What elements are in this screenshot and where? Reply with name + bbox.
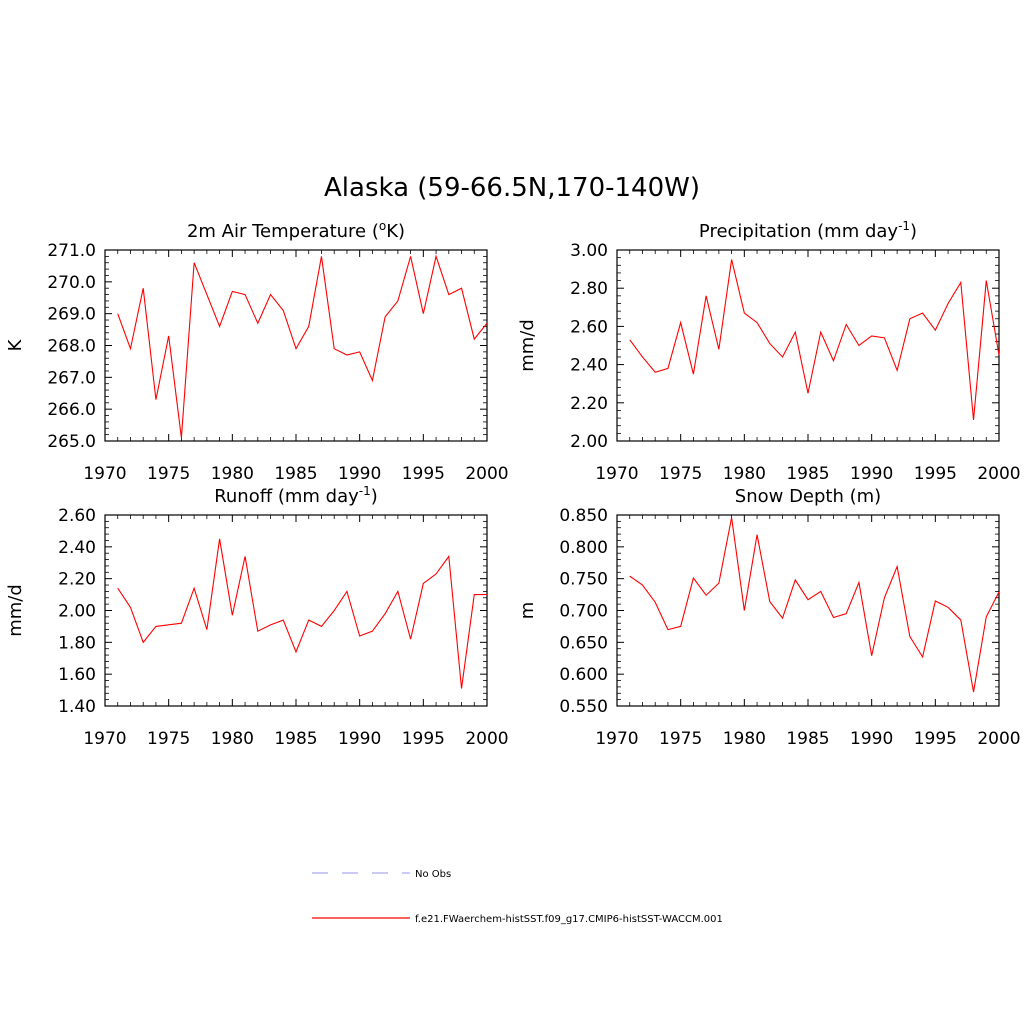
x-tick-label: 1975: [147, 729, 190, 749]
y-tick-label: 265.0: [47, 432, 96, 452]
chart-panel-3: Runoff (mm day-1) mm/d 1.40 1.60 1.80 2.00 2.2…: [5, 484, 509, 749]
x-tick-label: 1980: [211, 464, 254, 484]
x-tick-label: 1990: [338, 464, 381, 484]
x-tick-label: 1990: [338, 729, 381, 749]
y-tick-label: 2.80: [570, 279, 608, 299]
y-tick-label: 0.550: [559, 697, 608, 717]
x-tick-label: 1995: [914, 464, 957, 484]
y-tick-label: 269.0: [47, 305, 96, 325]
x-tick-label: 1980: [211, 729, 254, 749]
x-tick-label: 1995: [402, 464, 445, 484]
series-line-1: [629, 259, 1000, 421]
x-tick-label: 1990: [850, 464, 893, 484]
x-tick-label: 1985: [786, 464, 829, 484]
y-axis-label: mm/d: [517, 319, 538, 372]
x-tick-label: 1985: [274, 729, 317, 749]
x-tick-label: 2000: [465, 729, 508, 749]
y-tick-label: 2.00: [58, 602, 96, 622]
series-line-1: [629, 517, 1000, 693]
y-tick-label: 0.850: [559, 506, 608, 526]
panel-title: Snow Depth (m): [735, 486, 881, 507]
panel-title: Precipitation (mm day-1): [699, 219, 917, 242]
y-tick-label: 2.60: [58, 506, 96, 526]
x-tick-label: 2000: [977, 464, 1020, 484]
y-tick-label: 270.0: [47, 273, 96, 293]
y-tick-label: 266.0: [47, 400, 96, 420]
plot-frame: [104, 514, 488, 707]
y-tick-label: 0.750: [559, 570, 608, 590]
y-tick-label: 267.0: [47, 368, 96, 388]
y-tick-label: 2.40: [58, 538, 96, 558]
x-tick-label: 1980: [723, 729, 766, 749]
plot-frame: [104, 249, 488, 442]
y-tick-label: 0.600: [559, 665, 608, 685]
y-axis-label: m: [517, 602, 538, 620]
x-tick-label: 1970: [83, 729, 126, 749]
y-axis-label: mm/d: [5, 584, 26, 637]
x-tick-label: 1995: [402, 729, 445, 749]
y-tick-label: 0.650: [559, 633, 608, 653]
x-tick-label: 1975: [659, 464, 702, 484]
x-tick-label: 1975: [147, 464, 190, 484]
y-tick-label: 0.700: [559, 602, 608, 622]
chart-panel-4: Snow Depth (m) m 0.550 0.600 0.650 0.700 0.750…: [517, 486, 1021, 749]
y-tick-label: 268.0: [47, 337, 96, 357]
x-tick-label: 1970: [83, 464, 126, 484]
x-tick-label: 1985: [274, 464, 317, 484]
x-tick-label: 2000: [977, 729, 1020, 749]
plot-frame: [616, 514, 1000, 707]
y-tick-label: 2.60: [570, 317, 608, 337]
legend-label-2: f.e21.FWaerchem-histSST.f09_g17.CMIP6-hi…: [415, 914, 723, 925]
chart-panel-2: Precipitation (mm day-1) mm/d 2.00 2.20 2.40…: [517, 219, 1021, 484]
y-tick-label: 1.80: [58, 633, 96, 653]
panel-title: 2m Air Temperature (oK): [187, 219, 405, 242]
panel-title: Runoff (mm day-1): [214, 484, 378, 507]
x-tick-label: 1980: [723, 464, 766, 484]
x-tick-label: 2000: [465, 464, 508, 484]
x-tick-label: 1975: [659, 729, 702, 749]
legend: No Obs f.e21.FWaerchem-histSST.f09_g17.CM…: [312, 869, 723, 925]
x-tick-label: 1990: [850, 729, 893, 749]
x-tick-label: 1985: [786, 729, 829, 749]
y-tick-label: 2.00: [570, 432, 608, 452]
y-tick-label: 2.20: [570, 394, 608, 414]
y-tick-label: 271.0: [47, 241, 96, 261]
y-tick-label: 2.40: [570, 356, 608, 376]
x-tick-label: 1995: [914, 729, 957, 749]
series-line-1: [117, 254, 488, 438]
x-tick-label: 1970: [595, 464, 638, 484]
legend-label-1: No Obs: [415, 869, 451, 880]
y-tick-label: 1.60: [58, 665, 96, 685]
y-tick-label: 1.40: [58, 697, 96, 717]
series-line-1: [117, 538, 487, 689]
y-axis-label: K: [5, 338, 26, 351]
x-tick-label: 1970: [595, 729, 638, 749]
chart-panel-1: 2m Air Temperature (oK) K 265.0 266.0 267.0 2…: [5, 219, 509, 484]
y-tick-label: 2.20: [58, 570, 96, 590]
chart-panels: 2m Air Temperature (oK) K 265.0 266.0 267.0 2…: [5, 219, 1021, 749]
y-tick-label: 0.800: [559, 538, 608, 558]
figure-title: Alaska (59-66.5N,170-140W): [324, 173, 700, 203]
y-tick-label: 3.00: [570, 241, 608, 261]
